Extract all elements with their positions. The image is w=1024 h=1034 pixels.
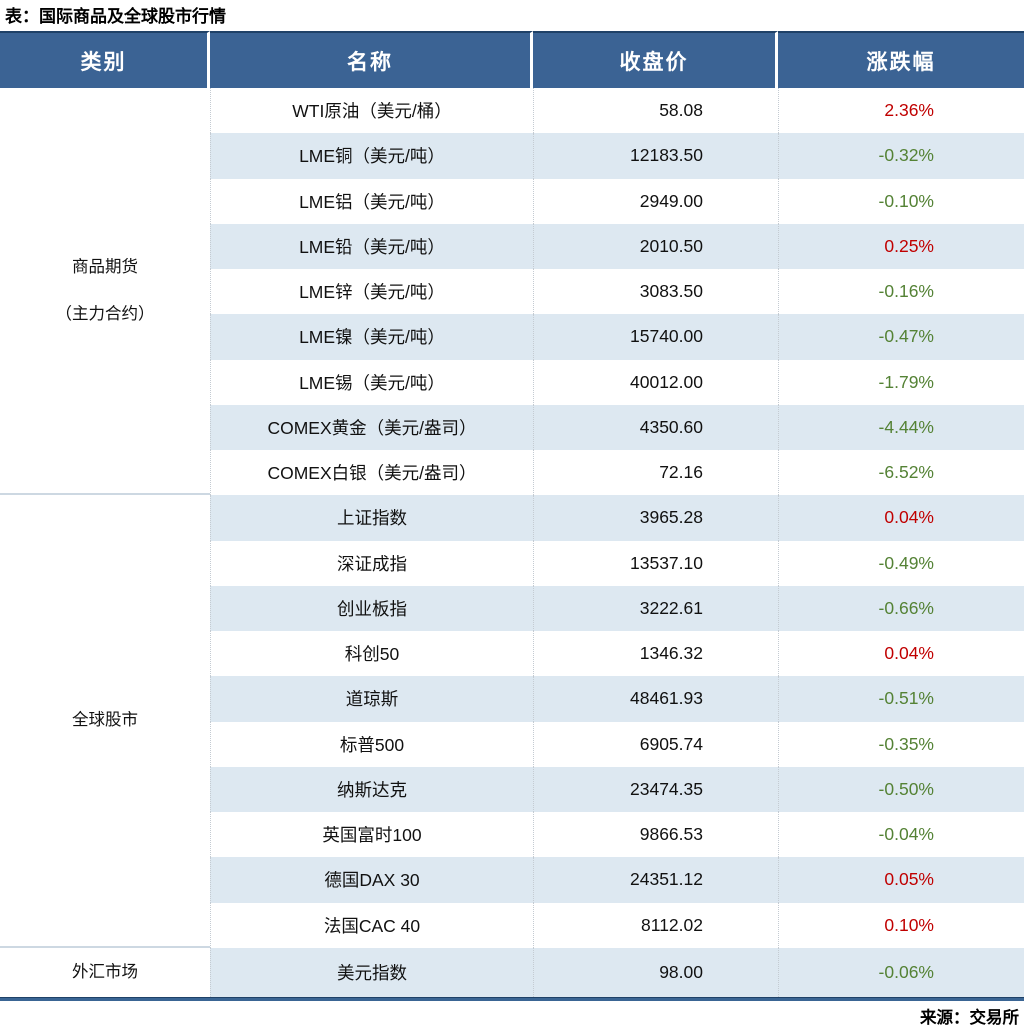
close-cell: 1346.32 xyxy=(533,631,778,677)
table-row: 创业板指 3222.61 -0.66% xyxy=(0,585,1024,631)
table-row: LME铜（美元/吨） 12183.50 -0.32% xyxy=(0,133,1024,179)
close-cell: 4350.60 xyxy=(533,404,778,450)
table-row: 德国DAX 30 24351.12 0.05% xyxy=(0,857,1024,903)
table-row: 全球股市 上证指数 3965.28 0.04% xyxy=(0,495,1024,948)
name-cell: WTI原油（美元/桶） xyxy=(210,88,533,134)
col-header-close: 收盘价 xyxy=(533,31,778,88)
change-cell: -0.50% xyxy=(778,766,1024,812)
close-cell: 13537.10 xyxy=(533,540,778,586)
table-row: 商品期货 （主力合约） WTI原油（美元/桶） 58.08 2.36% xyxy=(0,88,1024,496)
change-cell: 0.10% xyxy=(778,902,1024,948)
close-cell: 58.08 xyxy=(533,88,778,134)
change-cell: -0.04% xyxy=(778,812,1024,858)
change-cell: 0.04% xyxy=(778,631,1024,677)
table-row: 纳斯达克 23474.35 -0.50% xyxy=(0,766,1024,812)
change-cell: -0.47% xyxy=(778,314,1024,360)
close-cell: 40012.00 xyxy=(533,359,778,405)
table-row: 科创50 1346.32 0.04% xyxy=(0,631,1024,677)
close-cell: 3222.61 xyxy=(533,585,778,631)
close-cell: 48461.93 xyxy=(533,676,778,722)
category-label: 外汇市场 xyxy=(72,962,138,981)
name-cell: 道琼斯 xyxy=(210,676,533,722)
category-label: 全球股市 xyxy=(72,710,138,729)
table-row: 外汇市场 美元指数 98.00 -0.06% xyxy=(0,947,1024,997)
close-cell: 3083.50 xyxy=(533,269,778,315)
change-cell: 0.04% xyxy=(778,495,1024,541)
name-cell: LME铜（美元/吨） xyxy=(210,133,533,179)
name-cell: LME镍（美元/吨） xyxy=(210,314,533,360)
change-cell: -0.49% xyxy=(778,540,1024,586)
table-row: LME镍（美元/吨） 15740.00 -0.47% xyxy=(0,314,1024,360)
category-cell: 商品期货 （主力合约） xyxy=(0,88,210,496)
name-cell: LME铅（美元/吨） xyxy=(210,223,533,269)
table-row: COMEX白银（美元/盎司） 72.16 -6.52% xyxy=(0,450,1024,496)
close-cell: 23474.35 xyxy=(533,766,778,812)
name-cell: COMEX黄金（美元/盎司） xyxy=(210,404,533,450)
name-cell: 标普500 xyxy=(210,721,533,767)
close-cell: 24351.12 xyxy=(533,857,778,903)
col-header-category: 类别 xyxy=(0,31,210,88)
col-header-change: 涨跌幅 xyxy=(778,31,1024,88)
name-cell: LME铝（美元/吨） xyxy=(210,178,533,224)
table-row: 深证成指 13537.10 -0.49% xyxy=(0,540,1024,586)
table-row: LME铝（美元/吨） 2949.00 -0.10% xyxy=(0,178,1024,224)
name-cell: LME锡（美元/吨） xyxy=(210,359,533,405)
source-note: 来源：交易所 xyxy=(920,1008,1019,1027)
change-cell: -4.44% xyxy=(778,404,1024,450)
category-label: （主力合约） xyxy=(55,304,155,323)
col-header-name: 名称 xyxy=(210,31,533,88)
change-cell: -0.16% xyxy=(778,269,1024,315)
close-cell: 9866.53 xyxy=(533,812,778,858)
header-row: 类别 名称 收盘价 涨跌幅 xyxy=(0,31,1024,88)
table-row: 标普500 6905.74 -0.35% xyxy=(0,721,1024,767)
close-cell: 2010.50 xyxy=(533,223,778,269)
name-cell: 上证指数 xyxy=(210,495,533,541)
name-cell: 深证成指 xyxy=(210,540,533,586)
table-body: 商品期货 （主力合约） WTI原油（美元/桶） 58.08 2.36% LME铜（美元/吨… xyxy=(0,88,1024,997)
change-cell: -0.32% xyxy=(778,133,1024,179)
change-cell: -0.66% xyxy=(778,585,1024,631)
name-cell: 纳斯达克 xyxy=(210,766,533,812)
close-cell: 3965.28 xyxy=(533,495,778,541)
table-title: 表：国际商品及全球股市行情 xyxy=(5,7,226,26)
table-row: COMEX黄金（美元/盎司） 4350.60 -4.44% xyxy=(0,404,1024,450)
name-cell: 美元指数 xyxy=(210,947,533,997)
name-cell: 法国CAC 40 xyxy=(210,902,533,948)
close-cell: 12183.50 xyxy=(533,133,778,179)
change-cell: -6.52% xyxy=(778,450,1024,496)
name-cell: LME锌（美元/吨） xyxy=(210,269,533,315)
quotes-table: 类别 名称 收盘价 涨跌幅 商品期货 （主力合约） WTI原油（美元/桶） 58.08… xyxy=(0,31,1024,997)
table-row: 英国富时100 9866.53 -0.04% xyxy=(0,812,1024,858)
table-bottom-border xyxy=(0,996,1024,1001)
category-cell: 全球股市 xyxy=(0,495,210,948)
change-cell: -0.35% xyxy=(778,721,1024,767)
change-cell: 0.05% xyxy=(778,857,1024,903)
change-cell: 0.25% xyxy=(778,223,1024,269)
category-label: 商品期货 xyxy=(72,257,138,276)
change-cell: -0.51% xyxy=(778,676,1024,722)
close-cell: 6905.74 xyxy=(533,721,778,767)
change-cell: -0.10% xyxy=(778,178,1024,224)
name-cell: 英国富时100 xyxy=(210,812,533,858)
name-cell: 德国DAX 30 xyxy=(210,857,533,903)
change-cell: -1.79% xyxy=(778,359,1024,405)
close-cell: 98.00 xyxy=(533,947,778,997)
change-cell: -0.06% xyxy=(778,947,1024,997)
close-cell: 72.16 xyxy=(533,450,778,496)
close-cell: 2949.00 xyxy=(533,178,778,224)
category-cell: 外汇市场 xyxy=(0,947,210,997)
name-cell: COMEX白银（美元/盎司） xyxy=(210,450,533,496)
close-cell: 15740.00 xyxy=(533,314,778,360)
change-cell: 2.36% xyxy=(778,88,1024,134)
name-cell: 科创50 xyxy=(210,631,533,677)
name-cell: 创业板指 xyxy=(210,585,533,631)
table-row: 法国CAC 40 8112.02 0.10% xyxy=(0,902,1024,948)
table-row: LME锡（美元/吨） 40012.00 -1.79% xyxy=(0,359,1024,405)
close-cell: 8112.02 xyxy=(533,902,778,948)
table-row: LME锌（美元/吨） 3083.50 -0.16% xyxy=(0,269,1024,315)
table-row: LME铅（美元/吨） 2010.50 0.25% xyxy=(0,223,1024,269)
table-row: 道琼斯 48461.93 -0.51% xyxy=(0,676,1024,722)
